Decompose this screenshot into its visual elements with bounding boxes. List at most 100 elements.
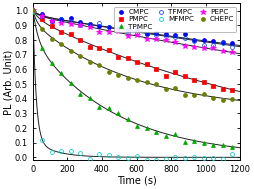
TFMPC (174, 36, 177, 39)
TPMPC (183, 141, 186, 143)
PEPC (231, 51, 234, 53)
PMPC (117, 56, 120, 58)
TFMPC (155, 33, 158, 36)
CHEPC (117, 74, 120, 76)
CHEPC (155, 83, 158, 85)
TPMPC (212, 144, 215, 146)
TFMPC (212, 44, 215, 46)
MFMPC (136, 154, 139, 157)
CMPC (202, 39, 205, 42)
TFMPC (221, 42, 224, 45)
TFMPC (117, 28, 120, 30)
PEPC (155, 38, 158, 40)
CHEPC (51, 38, 54, 40)
PEPC (117, 30, 120, 32)
Legend: CMPC, PMPC, TPMPC, TFMPC, MFMPC, PEPC, CHEPC: CMPC, PMPC, TPMPC, TFMPC, MFMPC, PEPC, C… (114, 7, 236, 32)
PEPC (145, 38, 148, 40)
TFMPC (88, 22, 91, 25)
MFMPC (155, 158, 158, 161)
PMPC (202, 81, 205, 83)
PMPC (107, 48, 110, 51)
TPMPC (51, 61, 54, 64)
Line: CHEPC: CHEPC (31, 9, 234, 102)
PEPC (41, 15, 44, 18)
TPMPC (126, 118, 129, 121)
MFMPC (174, 156, 177, 158)
TPMPC (98, 105, 101, 108)
PMPC (51, 25, 54, 27)
PEPC (136, 34, 139, 36)
CHEPC (41, 28, 44, 30)
CMPC (136, 28, 139, 30)
PEPC (107, 31, 110, 33)
PEPC (193, 46, 196, 48)
CHEPC (212, 97, 215, 100)
CMPC (221, 41, 224, 43)
CMPC (231, 42, 234, 44)
MFMPC (107, 154, 110, 157)
CHEPC (79, 54, 82, 57)
Line: TPMPC: TPMPC (31, 10, 234, 149)
MFMPC (79, 152, 82, 155)
MFMPC (51, 151, 54, 153)
CMPC (69, 17, 72, 19)
MFMPC (41, 139, 44, 142)
TFMPC (31, 10, 35, 12)
TFMPC (145, 33, 148, 35)
TFMPC (60, 18, 63, 20)
TPMPC (164, 135, 167, 137)
CMPC (145, 33, 148, 35)
PMPC (31, 10, 35, 12)
MFMPC (60, 150, 63, 152)
TFMPC (107, 26, 110, 28)
TPMPC (221, 144, 224, 146)
PMPC (60, 31, 63, 33)
PEPC (202, 47, 205, 49)
Line: TFMPC: TFMPC (31, 9, 234, 49)
TFMPC (164, 35, 167, 37)
MFMPC (193, 156, 196, 158)
CHEPC (231, 98, 234, 100)
MFMPC (145, 159, 148, 161)
CMPC (51, 20, 54, 22)
CMPC (60, 18, 63, 20)
TFMPC (51, 20, 54, 22)
CHEPC (126, 77, 129, 79)
TPMPC (145, 127, 148, 129)
TFMPC (136, 32, 139, 34)
PEPC (164, 39, 167, 41)
MFMPC (202, 157, 205, 159)
PMPC (136, 60, 139, 63)
TPMPC (107, 107, 110, 109)
MFMPC (231, 153, 234, 156)
PMPC (221, 88, 224, 90)
PMPC (155, 68, 158, 70)
PEPC (212, 47, 215, 49)
PMPC (164, 74, 167, 77)
CHEPC (88, 60, 91, 63)
TPMPC (79, 92, 82, 95)
TFMPC (98, 22, 101, 24)
PEPC (69, 22, 72, 25)
MFMPC (98, 153, 101, 155)
CHEPC (107, 71, 110, 74)
CMPC (41, 13, 44, 15)
PMPC (183, 75, 186, 77)
CMPC (31, 9, 35, 11)
CMPC (164, 33, 167, 36)
CMPC (126, 29, 129, 31)
TPMPC (155, 131, 158, 133)
CMPC (107, 26, 110, 28)
PEPC (88, 26, 91, 28)
X-axis label: Time (s): Time (s) (117, 176, 156, 186)
PMPC (193, 78, 196, 81)
CHEPC (202, 93, 205, 96)
CMPC (155, 31, 158, 34)
CMPC (98, 24, 101, 27)
MFMPC (126, 157, 129, 159)
TFMPC (69, 20, 72, 22)
PMPC (88, 46, 91, 48)
PEPC (221, 50, 224, 53)
TPMPC (69, 82, 72, 84)
PEPC (60, 21, 63, 24)
